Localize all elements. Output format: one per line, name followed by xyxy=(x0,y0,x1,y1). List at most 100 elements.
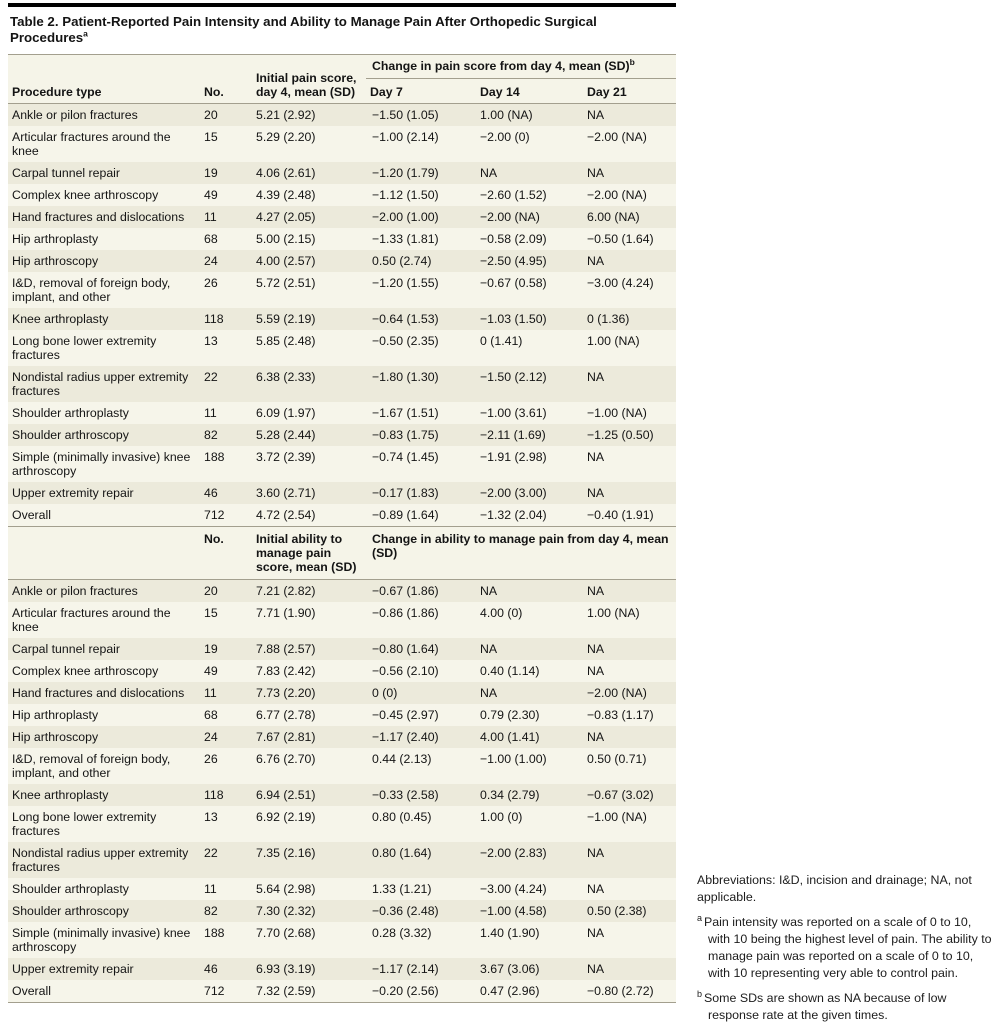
value-cell: NA xyxy=(581,659,676,682)
value-cell: 6.38 (2.33) xyxy=(250,365,366,402)
value-cell: 68 xyxy=(198,703,250,726)
value-cell: 6.00 (NA) xyxy=(581,205,676,228)
procedure-name-cell: Hip arthroscopy xyxy=(8,249,198,272)
value-cell: 1.00 (NA) xyxy=(581,601,676,638)
procedure-name-cell: Hip arthroplasty xyxy=(8,227,198,250)
table-row: Knee arthroplasty 118 6.94 (2.51) −0.33 (2.… xyxy=(8,783,676,806)
value-cell: 4.06 (2.61) xyxy=(250,161,366,184)
value-cell: −0.86 (1.86) xyxy=(366,601,474,638)
ability-table-header: No. Initial ability to manage pain score… xyxy=(8,525,676,580)
value-cell: 0.80 (1.64) xyxy=(366,841,474,878)
footnote-a: a Pain intensity was reported on a scale … xyxy=(697,913,994,982)
value-cell: −1.12 (1.50) xyxy=(366,183,474,206)
value-cell: 7.35 (2.16) xyxy=(250,841,366,878)
value-cell: NA xyxy=(474,161,581,184)
value-cell: −0.45 (2.97) xyxy=(366,703,474,726)
value-cell: 118 xyxy=(198,307,250,330)
value-cell: −0.33 (2.58) xyxy=(366,783,474,806)
procedure-name-cell: Knee arthroplasty xyxy=(8,307,198,330)
value-cell: 7.73 (2.20) xyxy=(250,681,366,704)
value-cell: NA xyxy=(581,445,676,482)
value-cell: 82 xyxy=(198,423,250,446)
value-cell: NA xyxy=(474,579,581,602)
value-cell: 26 xyxy=(198,747,250,784)
value-cell: 68 xyxy=(198,227,250,250)
table-title: Table 2. Patient-Reported Pain Intensity… xyxy=(8,3,676,55)
value-cell: NA xyxy=(581,365,676,402)
value-cell: −2.00 (NA) xyxy=(581,125,676,162)
value-cell: −1.00 (1.00) xyxy=(474,747,581,784)
value-cell: 3.67 (3.06) xyxy=(474,957,581,980)
procedure-name-cell: Complex knee arthroscopy xyxy=(8,659,198,682)
table-row: Articular fractures around the knee 15 7.7… xyxy=(8,601,676,638)
value-cell: 7.30 (2.32) xyxy=(250,899,366,922)
table-row: Complex knee arthroscopy 49 7.83 (2.42) −0.… xyxy=(8,659,676,682)
value-cell: −0.89 (1.64) xyxy=(366,503,474,527)
value-cell: 188 xyxy=(198,921,250,958)
value-cell: −1.32 (2.04) xyxy=(474,503,581,527)
abbreviations-note: Abbreviations: I&D, incision and drainag… xyxy=(697,873,972,904)
value-cell: 11 xyxy=(198,681,250,704)
value-cell: 5.21 (2.92) xyxy=(250,103,366,126)
col-header-day7: Day 7 xyxy=(366,78,474,104)
procedure-name-cell: Overall xyxy=(8,979,198,1003)
value-cell: 0.47 (2.96) xyxy=(474,979,581,1003)
procedure-name-cell: Carpal tunnel repair xyxy=(8,161,198,184)
col-header-procedure: Procedure type xyxy=(8,54,198,104)
footnote-b: b Some SDs are shown as NA because of low… xyxy=(697,989,994,1024)
table-row: Hand fractures and dislocations 11 4.27 (2… xyxy=(8,205,676,228)
value-cell: −2.00 (NA) xyxy=(581,681,676,704)
pain-data-table: Procedure type No. Initial pain score, d… xyxy=(8,54,676,1003)
table-row: Hip arthroplasty 68 5.00 (2.15) −1.33 (1.81… xyxy=(8,227,676,250)
value-cell: −0.80 (1.64) xyxy=(366,637,474,660)
table-row: Carpal tunnel repair 19 7.88 (2.57) −0.80 (… xyxy=(8,637,676,660)
value-cell: −2.50 (4.95) xyxy=(474,249,581,272)
procedure-name-cell: Upper extremity repair xyxy=(8,957,198,980)
value-cell: 0 (1.36) xyxy=(581,307,676,330)
col-header-day14: Day 14 xyxy=(474,78,581,104)
table-title-footnote-marker: a xyxy=(83,28,88,39)
table-row: Overall 712 7.32 (2.59) −0.20 (2.56) 0.47 (2… xyxy=(8,979,676,1003)
footnote-a-text: Pain intensity was reported on a scale o… xyxy=(704,915,992,980)
value-cell: NA xyxy=(581,579,676,602)
table-row: Hand fractures and dislocations 11 7.73 (2… xyxy=(8,681,676,704)
value-cell: 22 xyxy=(198,365,250,402)
value-cell: −1.25 (0.50) xyxy=(581,423,676,446)
col-header-change-span: Change in pain score from day 4, mean (S… xyxy=(366,54,676,79)
value-cell: 3.60 (2.71) xyxy=(250,481,366,504)
value-cell: 1.00 (NA) xyxy=(581,329,676,366)
table-row: Upper extremity repair 46 6.93 (3.19) −1.17… xyxy=(8,957,676,980)
value-cell: −1.67 (1.51) xyxy=(366,401,474,424)
pain-rows-body: Ankle or pilon fractures 20 5.21 (2.92) −1.… xyxy=(8,103,676,527)
value-cell: 20 xyxy=(198,103,250,126)
value-cell: 24 xyxy=(198,249,250,272)
value-cell: −1.20 (1.79) xyxy=(366,161,474,184)
value-cell: −1.91 (2.98) xyxy=(474,445,581,482)
value-cell: −1.03 (1.50) xyxy=(474,307,581,330)
value-cell: 15 xyxy=(198,125,250,162)
table-row: Nondistal radius upper extremity fractur… xyxy=(8,841,676,878)
value-cell: 11 xyxy=(198,877,250,900)
value-cell: 6.77 (2.78) xyxy=(250,703,366,726)
value-cell: 4.00 (2.57) xyxy=(250,249,366,272)
footnotes: Abbreviations: I&D, incision and drainag… xyxy=(697,872,994,1032)
value-cell: −1.00 (4.58) xyxy=(474,899,581,922)
table-row: Articular fractures around the knee 15 5.2… xyxy=(8,125,676,162)
procedure-name-cell: Hand fractures and dislocations xyxy=(8,205,198,228)
value-cell: NA xyxy=(474,681,581,704)
value-cell: 4.00 (0) xyxy=(474,601,581,638)
value-cell: 5.28 (2.44) xyxy=(250,423,366,446)
value-cell: 0.50 (2.74) xyxy=(366,249,474,272)
value-cell: −0.67 (0.58) xyxy=(474,271,581,308)
value-cell: 0.80 (0.45) xyxy=(366,805,474,842)
value-cell: 0 (0) xyxy=(366,681,474,704)
value-cell: 46 xyxy=(198,481,250,504)
value-cell: 13 xyxy=(198,805,250,842)
value-cell: −0.17 (1.83) xyxy=(366,481,474,504)
value-cell: 5.59 (2.19) xyxy=(250,307,366,330)
footnote-b-text: Some SDs are shown as NA because of low … xyxy=(704,991,947,1022)
value-cell: 1.00 (0) xyxy=(474,805,581,842)
procedure-name-cell: I&D, removal of foreign body, implant, a… xyxy=(8,271,198,308)
value-cell: 6.94 (2.51) xyxy=(250,783,366,806)
value-cell: 11 xyxy=(198,205,250,228)
